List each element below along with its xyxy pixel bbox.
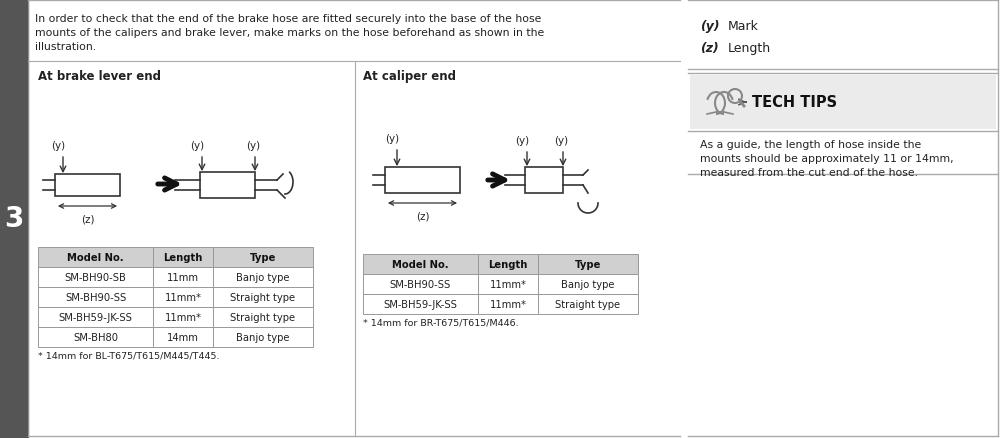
Bar [153,267,213,287]
Text: Length: Length [488,259,528,269]
Text: Length: Length [163,252,203,262]
Text: (y): (y) [246,141,260,151]
Text: * 14mm for BR-T675/T615/M446.: * 14mm for BR-T675/T615/M446. [363,318,519,327]
Text: (z): (z) [700,42,719,55]
Text: Type: Type [250,252,276,262]
Text: SM-BH80: SM-BH80 [73,332,118,342]
Text: 11mm*: 11mm* [164,312,202,322]
Text: 11mm*: 11mm* [490,279,526,290]
Text: SM-BH90-SS: SM-BH90-SS [390,279,451,290]
Bar [213,307,313,327]
Text: Model No.: Model No. [392,259,449,269]
Text: 14mm: 14mm [167,332,199,342]
Bar [153,247,213,267]
Text: (y): (y) [515,136,529,146]
Text: Banjo type: Banjo type [236,272,290,283]
Text: 11mm: 11mm [167,272,199,283]
Text: (z): (z) [81,215,94,225]
Bar [213,327,313,347]
Bar [385,168,460,194]
Bar [363,294,478,314]
Text: Length: Length [728,42,771,55]
Text: (z): (z) [416,212,429,222]
Text: As a guide, the length of hose inside the: As a guide, the length of hose inside th… [700,140,921,150]
Text: 11mm*: 11mm* [164,292,202,302]
Bar [153,327,213,347]
Text: 11mm*: 11mm* [490,299,526,309]
Bar [38,307,153,327]
Bar [213,267,313,287]
Text: SM-BH59-JK-SS: SM-BH59-JK-SS [59,312,132,322]
Bar [363,274,478,294]
Bar [38,287,153,307]
Bar [478,294,538,314]
Text: In order to check that the end of the brake hose are fitted securely into the ba: In order to check that the end of the br… [35,14,541,24]
Text: Straight type: Straight type [230,292,296,302]
Bar [55,175,120,197]
Bar [200,173,255,198]
Text: measured from the cut end of the hose.: measured from the cut end of the hose. [700,168,918,177]
Text: (y): (y) [700,20,720,33]
Text: (y): (y) [385,134,399,144]
Bar [478,274,538,294]
Bar [153,287,213,307]
Bar [363,254,478,274]
Text: Banjo type: Banjo type [236,332,290,342]
Bar [538,274,638,294]
Text: Mark: Mark [728,20,759,33]
Text: Straight type: Straight type [555,299,621,309]
Text: SM-BH90-SS: SM-BH90-SS [65,292,126,302]
Text: At brake lever end: At brake lever end [38,70,161,83]
Bar [38,247,153,267]
Text: * 14mm for BL-T675/T615/M445/T445.: * 14mm for BL-T675/T615/M445/T445. [38,351,220,360]
Text: SM-BH90-SB: SM-BH90-SB [65,272,126,283]
Bar [525,168,563,194]
Text: Banjo type: Banjo type [561,279,615,290]
Text: mounts should be approximately 11 or 14mm,: mounts should be approximately 11 or 14m… [700,154,954,164]
Text: Model No.: Model No. [67,252,124,262]
Text: At caliper end: At caliper end [363,70,456,83]
Text: (y): (y) [51,141,65,151]
Text: SM-BH59-JK-SS: SM-BH59-JK-SS [384,299,457,309]
Text: 3: 3 [4,205,24,233]
Text: Straight type: Straight type [230,312,296,322]
Bar [690,76,996,130]
Text: illustration.: illustration. [35,42,96,52]
Bar [478,254,538,274]
Text: mounts of the calipers and brake lever, make marks on the hose beforehand as sho: mounts of the calipers and brake lever, … [35,28,544,38]
Text: (y): (y) [554,136,568,146]
Bar [213,287,313,307]
Text: (y): (y) [190,141,204,151]
Text: TECH TIPS: TECH TIPS [752,95,837,110]
Text: Type: Type [575,259,601,269]
Bar [38,327,153,347]
Bar [153,307,213,327]
Bar [538,294,638,314]
Bar [538,254,638,274]
Bar [38,267,153,287]
Bar [0,0,28,438]
Bar [213,247,313,267]
